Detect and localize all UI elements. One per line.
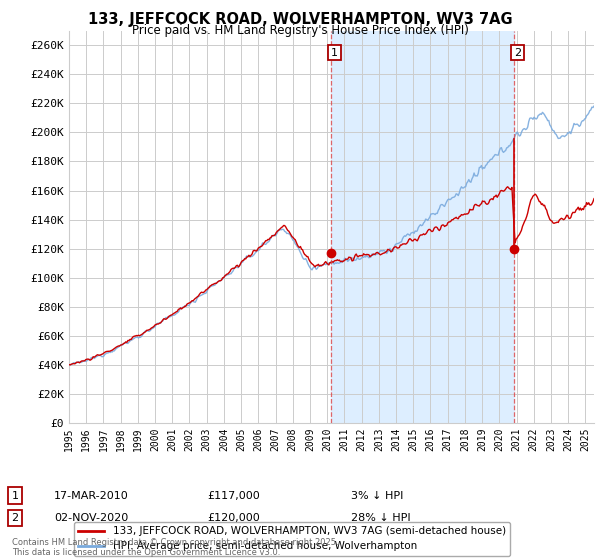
Bar [331,31,514,423]
Text: 1: 1 [331,48,338,58]
Text: Price paid vs. HM Land Registry's House Price Index (HPI): Price paid vs. HM Land Registry's House … [131,24,469,37]
Text: Contains HM Land Registry data © Crown copyright and database right 2025.
This d: Contains HM Land Registry data © Crown c… [12,538,338,557]
Text: 133, JEFFCOCK ROAD, WOLVERHAMPTON, WV3 7AG: 133, JEFFCOCK ROAD, WOLVERHAMPTON, WV3 7… [88,12,512,27]
Text: 1: 1 [11,491,19,501]
Text: 3% ↓ HPI: 3% ↓ HPI [351,491,403,501]
Text: 2: 2 [11,513,19,523]
Text: 17-MAR-2010: 17-MAR-2010 [54,491,129,501]
Text: £120,000: £120,000 [207,513,260,523]
Text: 02-NOV-2020: 02-NOV-2020 [54,513,128,523]
Text: £117,000: £117,000 [207,491,260,501]
Text: 28% ↓ HPI: 28% ↓ HPI [351,513,410,523]
Legend: 133, JEFFCOCK ROAD, WOLVERHAMPTON, WV3 7AG (semi-detached house), HPI: Average p: 133, JEFFCOCK ROAD, WOLVERHAMPTON, WV3 7… [74,522,510,556]
Text: 2: 2 [514,48,521,58]
